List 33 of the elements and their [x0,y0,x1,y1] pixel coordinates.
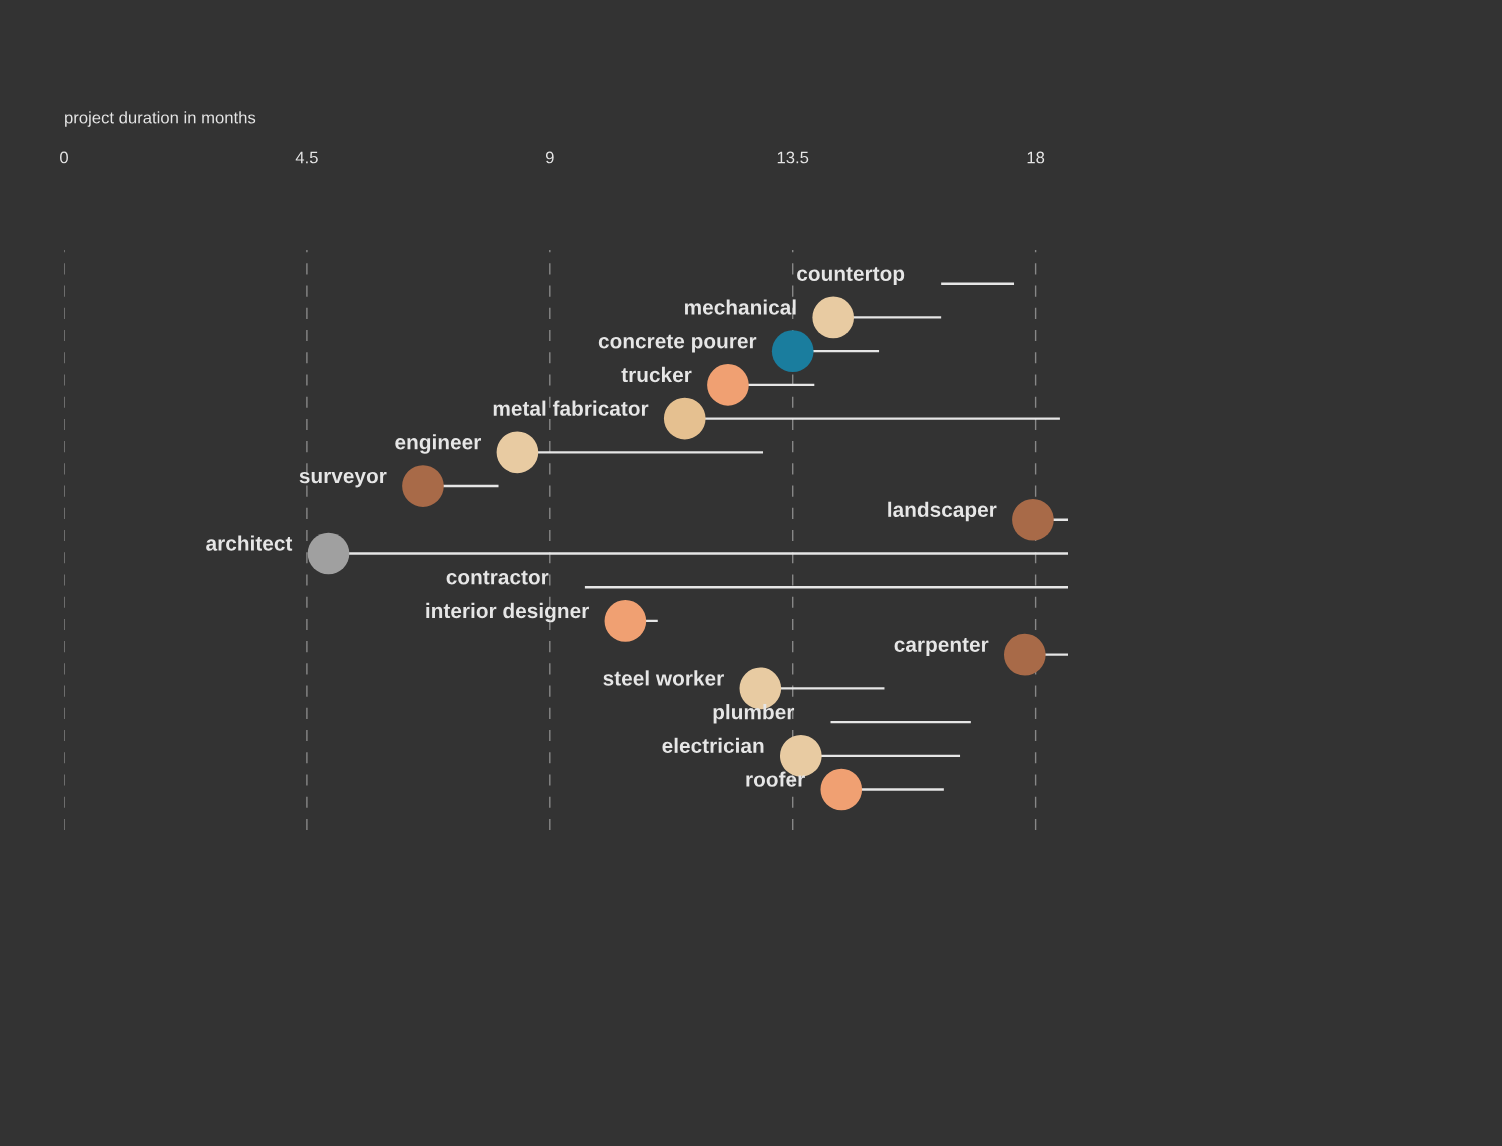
y-tick-label: concrete pourer [598,334,757,353]
point [1012,498,1054,541]
point [820,768,863,811]
y-tick-label: contractor [446,570,549,585]
point [771,330,814,372]
y-tick-label: plumber [713,704,795,724]
point [496,431,539,474]
y-tick-label: surveyor [299,471,387,488]
x-tick-label: 4.5 [295,151,318,164]
point [812,296,855,339]
x-tick-label: 18 [1027,151,1045,164]
point [604,600,647,642]
point [663,397,706,440]
x-axis-title: project duration in months [65,111,256,127]
point [307,532,350,575]
y-tick-label: electrician [662,737,764,754]
y-tick-label: steel worker [603,670,724,686]
y-tick-label: engineer [395,434,481,454]
x-tick-label: 0 [60,151,68,164]
x-tick-label: 9 [545,151,554,164]
y-tick-label: roofer [746,771,805,787]
y-tick-label: countertop [797,267,905,286]
y-tick-label: interior designer [426,602,589,623]
x-tick-label: 13.5 [777,151,809,164]
y-tick-label: mechanical [684,299,796,315]
point [402,465,444,507]
y-tick-label: trucker [621,366,692,383]
y-tick-label: metal fabricator [493,400,649,416]
y-tick-label: carpenter [894,638,989,657]
point [707,364,749,406]
y-tick-label: architect [206,535,293,551]
y-tick-label: landscaper [888,501,997,522]
point [1003,633,1046,676]
